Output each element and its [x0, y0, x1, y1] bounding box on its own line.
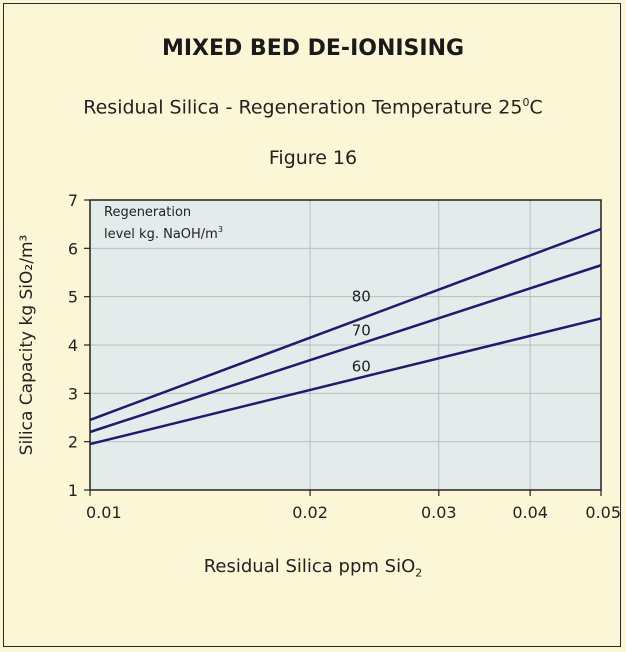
y-tick-label: 3: [68, 384, 78, 403]
subtitle-degree: 0: [522, 96, 530, 109]
legend-line-1: Regeneration: [104, 205, 191, 220]
series-line-70: [89, 264, 602, 434]
legend-line-2-sup: 3: [218, 225, 223, 234]
x-tick-label: 0.02: [292, 503, 328, 522]
y-tick-label: 5: [68, 288, 78, 307]
x-axis-label-text: Residual Silica ppm SiO: [203, 556, 416, 577]
x-axis-label-sub: 2: [415, 566, 423, 580]
x-axis-label: Residual Silica ppm SiO2: [0, 556, 626, 580]
x-tick-label: 0.03: [421, 503, 457, 522]
page-title: MIXED BED DE-IONISING: [161, 36, 465, 61]
series-label-70: 70: [352, 321, 371, 339]
y-tick-label: 6: [68, 239, 78, 258]
x-tick-label: 0.01: [86, 503, 122, 522]
legend-line-2-text: level kg. NaOH/m: [104, 227, 218, 242]
subtitle-suffix: C: [529, 96, 543, 119]
series-label-80: 80: [352, 288, 371, 306]
y-tick-label: 1: [68, 481, 78, 500]
x-tick-label: 0.05: [585, 503, 621, 522]
x-tick-label: 0.04: [512, 503, 548, 522]
figure-frame: [3, 3, 621, 647]
legend-line-2: level kg. NaOH/m3: [104, 225, 223, 242]
series-line-80: [89, 227, 602, 422]
y-axis-label: Silica Capacity kg SiO₂/m³: [17, 235, 37, 456]
figure-label: Figure 16: [268, 147, 358, 169]
series-label-60: 60: [352, 358, 371, 376]
chart-subtitle: Residual Silica - Regeneration Temperatu…: [0, 96, 626, 118]
series-line-60: [89, 317, 602, 446]
subtitle-prefix: Residual Silica - Regeneration Temperatu…: [83, 96, 523, 119]
y-tick-label: 4: [68, 336, 78, 355]
y-tick-label: 7: [68, 191, 78, 210]
y-tick-label: 2: [68, 433, 78, 452]
